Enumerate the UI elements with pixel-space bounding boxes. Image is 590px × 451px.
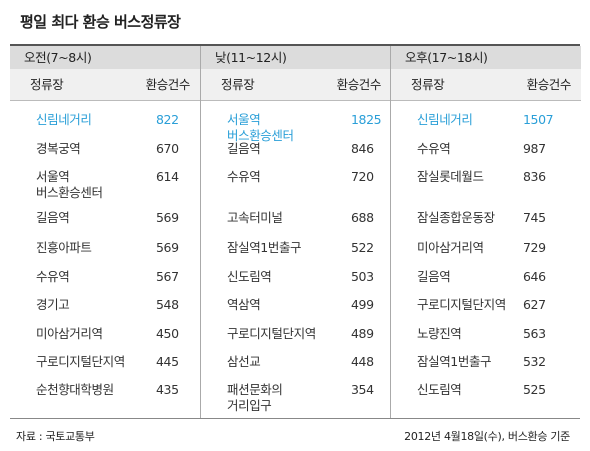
stop-name: 고속터미널 [227, 210, 283, 225]
stop-name: 잠실역1번출구 [227, 240, 302, 255]
stop-name: 순천향대학병원 [36, 382, 114, 397]
transfer-count: 569 [156, 210, 179, 225]
transfer-count: 499 [351, 297, 374, 312]
transfer-count: 435 [156, 382, 179, 397]
stop-name: 노량진역 [417, 326, 462, 341]
period-label: 오전(7~8시) [10, 46, 200, 69]
stop-name: 패션문화의 거리입구 [227, 382, 283, 413]
stop-name: 신도림역 [227, 269, 272, 284]
transfer-count: 822 [156, 112, 179, 127]
stop-name: 구로디지털단지역 [227, 326, 316, 341]
transfer-count: 646 [523, 269, 546, 284]
period-label: 오후(17~18시) [391, 46, 581, 69]
transfer-count: 745 [523, 210, 546, 225]
transfer-count: 503 [351, 269, 374, 284]
stop-name: 신림네거리 [36, 112, 92, 127]
header-stop-name: 정류장 [411, 77, 445, 92]
header-transfer-count: 환승건수 [336, 77, 382, 92]
stop-name: 역삼역 [227, 297, 261, 312]
transfer-count: 688 [351, 210, 374, 225]
stop-name: 신도림역 [417, 382, 462, 397]
transfer-count: 670 [156, 141, 179, 156]
transfer-count: 445 [156, 354, 179, 369]
transfer-count: 627 [523, 297, 546, 312]
transfer-count: 354 [351, 382, 374, 397]
transfer-count: 489 [351, 326, 374, 341]
stop-name: 구로디지털단지역 [36, 354, 125, 369]
column-header: 정류장 환승건수 [201, 69, 391, 101]
transfer-count: 1825 [351, 112, 382, 127]
transfer-count: 569 [156, 240, 179, 255]
transfer-count: 614 [156, 169, 179, 184]
header-transfer-count: 환승건수 [526, 77, 572, 92]
stop-name: 진흥아파트 [36, 240, 92, 255]
stop-name: 신림네거리 [417, 112, 473, 127]
column-header: 정류장 환승건수 [391, 69, 581, 101]
transfer-count: 522 [351, 240, 374, 255]
transfer-count: 729 [523, 240, 546, 255]
page-title: 평일 최다 환승 버스정류장 [20, 13, 181, 31]
header-stop-name: 정류장 [30, 77, 64, 92]
transfer-count: 720 [351, 169, 374, 184]
header-stop-name: 정류장 [221, 77, 255, 92]
column-header: 정류장 환승건수 [10, 69, 200, 101]
transfer-count: 448 [351, 354, 374, 369]
stop-name: 수유역 [36, 269, 70, 284]
stop-name: 삼선교 [227, 354, 261, 369]
stop-name: 잠실롯데월드 [417, 169, 484, 184]
stop-name: 경기고 [36, 297, 70, 312]
transfer-count: 548 [156, 297, 179, 312]
stop-name: 잠실종합운동장 [417, 210, 495, 225]
stop-name: 미아삼거리역 [417, 240, 484, 255]
basis-note: 2012년 4월18일(수), 버스환승 기준 [404, 430, 570, 443]
transfer-count: 525 [523, 382, 546, 397]
stop-name: 길음역 [227, 141, 261, 156]
stop-name: 수유역 [227, 169, 261, 184]
stop-name: 구로디지털단지역 [417, 297, 506, 312]
stop-name: 길음역 [417, 269, 451, 284]
transfer-count: 846 [351, 141, 374, 156]
period-label: 낮(11~12시) [201, 46, 391, 69]
transfer-count: 563 [523, 326, 546, 341]
stop-name: 길음역 [36, 210, 70, 225]
stop-name: 미아삼거리역 [36, 326, 103, 341]
stop-name: 경복궁역 [36, 141, 81, 156]
header-transfer-count: 환승건수 [145, 77, 191, 92]
transfer-count: 532 [523, 354, 546, 369]
stop-name: 서울역 버스환승센터 [36, 169, 103, 200]
stop-name: 서울역 버스환승센터 [227, 112, 294, 143]
source-note: 자료 : 국토교통부 [16, 430, 95, 443]
stop-name: 수유역 [417, 141, 451, 156]
transfer-count: 836 [523, 169, 546, 184]
stop-name: 잠실역1번출구 [417, 354, 492, 369]
transfer-count: 987 [523, 141, 546, 156]
transfer-count: 450 [156, 326, 179, 341]
transfer-count: 567 [156, 269, 179, 284]
transfer-count: 1507 [523, 112, 554, 127]
